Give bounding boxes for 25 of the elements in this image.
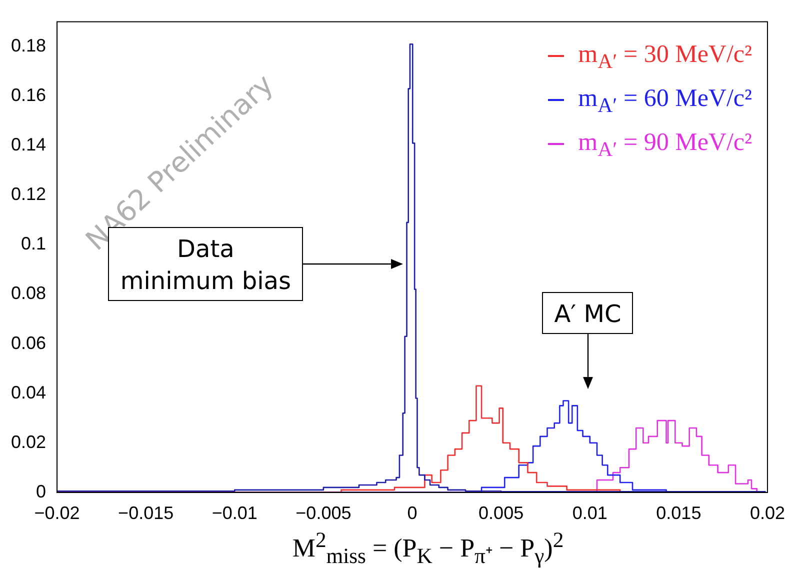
annotation: A′ MC <box>553 298 622 330</box>
x-tick-label: −0.01 <box>212 503 258 524</box>
y-tick-label: 0.18 <box>10 36 46 56</box>
y-tick-label: 0.02 <box>10 432 46 452</box>
legend-label: m$_{A′}$ = 90 MeV/c² <box>578 129 752 161</box>
x-tick-label: 0.02 <box>750 503 786 524</box>
y-tick-label: 0.1 <box>21 234 46 254</box>
legend-label: m$_{A′}$ = 60 MeV/c² <box>578 85 752 117</box>
x-tick-label: −0.015 <box>118 503 174 524</box>
annotation: Data minimum bias <box>120 235 292 298</box>
y-tick-label: 0.08 <box>10 283 46 304</box>
y-tick-label: 0.06 <box>10 332 46 353</box>
x-tick-label: 0.005 <box>478 503 524 524</box>
x-tick-label: 0 <box>407 503 418 524</box>
x-tick-label: 0.015 <box>656 503 702 524</box>
y-tick-label: 0.16 <box>10 85 46 106</box>
text: M$^{2}$$_{miss}$ = (P$_{K}$ − P$_{π⁺}$ − P$_{γ}$)$^{2}$ <box>292 528 564 568</box>
legend-label: m$_{A′}$ = 30 MeV/c² <box>578 41 752 73</box>
y-tick-label: 0.12 <box>10 184 46 204</box>
x-tick-label: −0.02 <box>34 503 80 524</box>
y-tick-label: 0.04 <box>10 382 46 402</box>
x-tick-label: 0.01 <box>572 503 608 524</box>
y-tick-label: 0 <box>36 481 46 502</box>
x-tick-label: −0.005 <box>296 503 352 524</box>
y-tick-label: 0.14 <box>10 134 46 155</box>
